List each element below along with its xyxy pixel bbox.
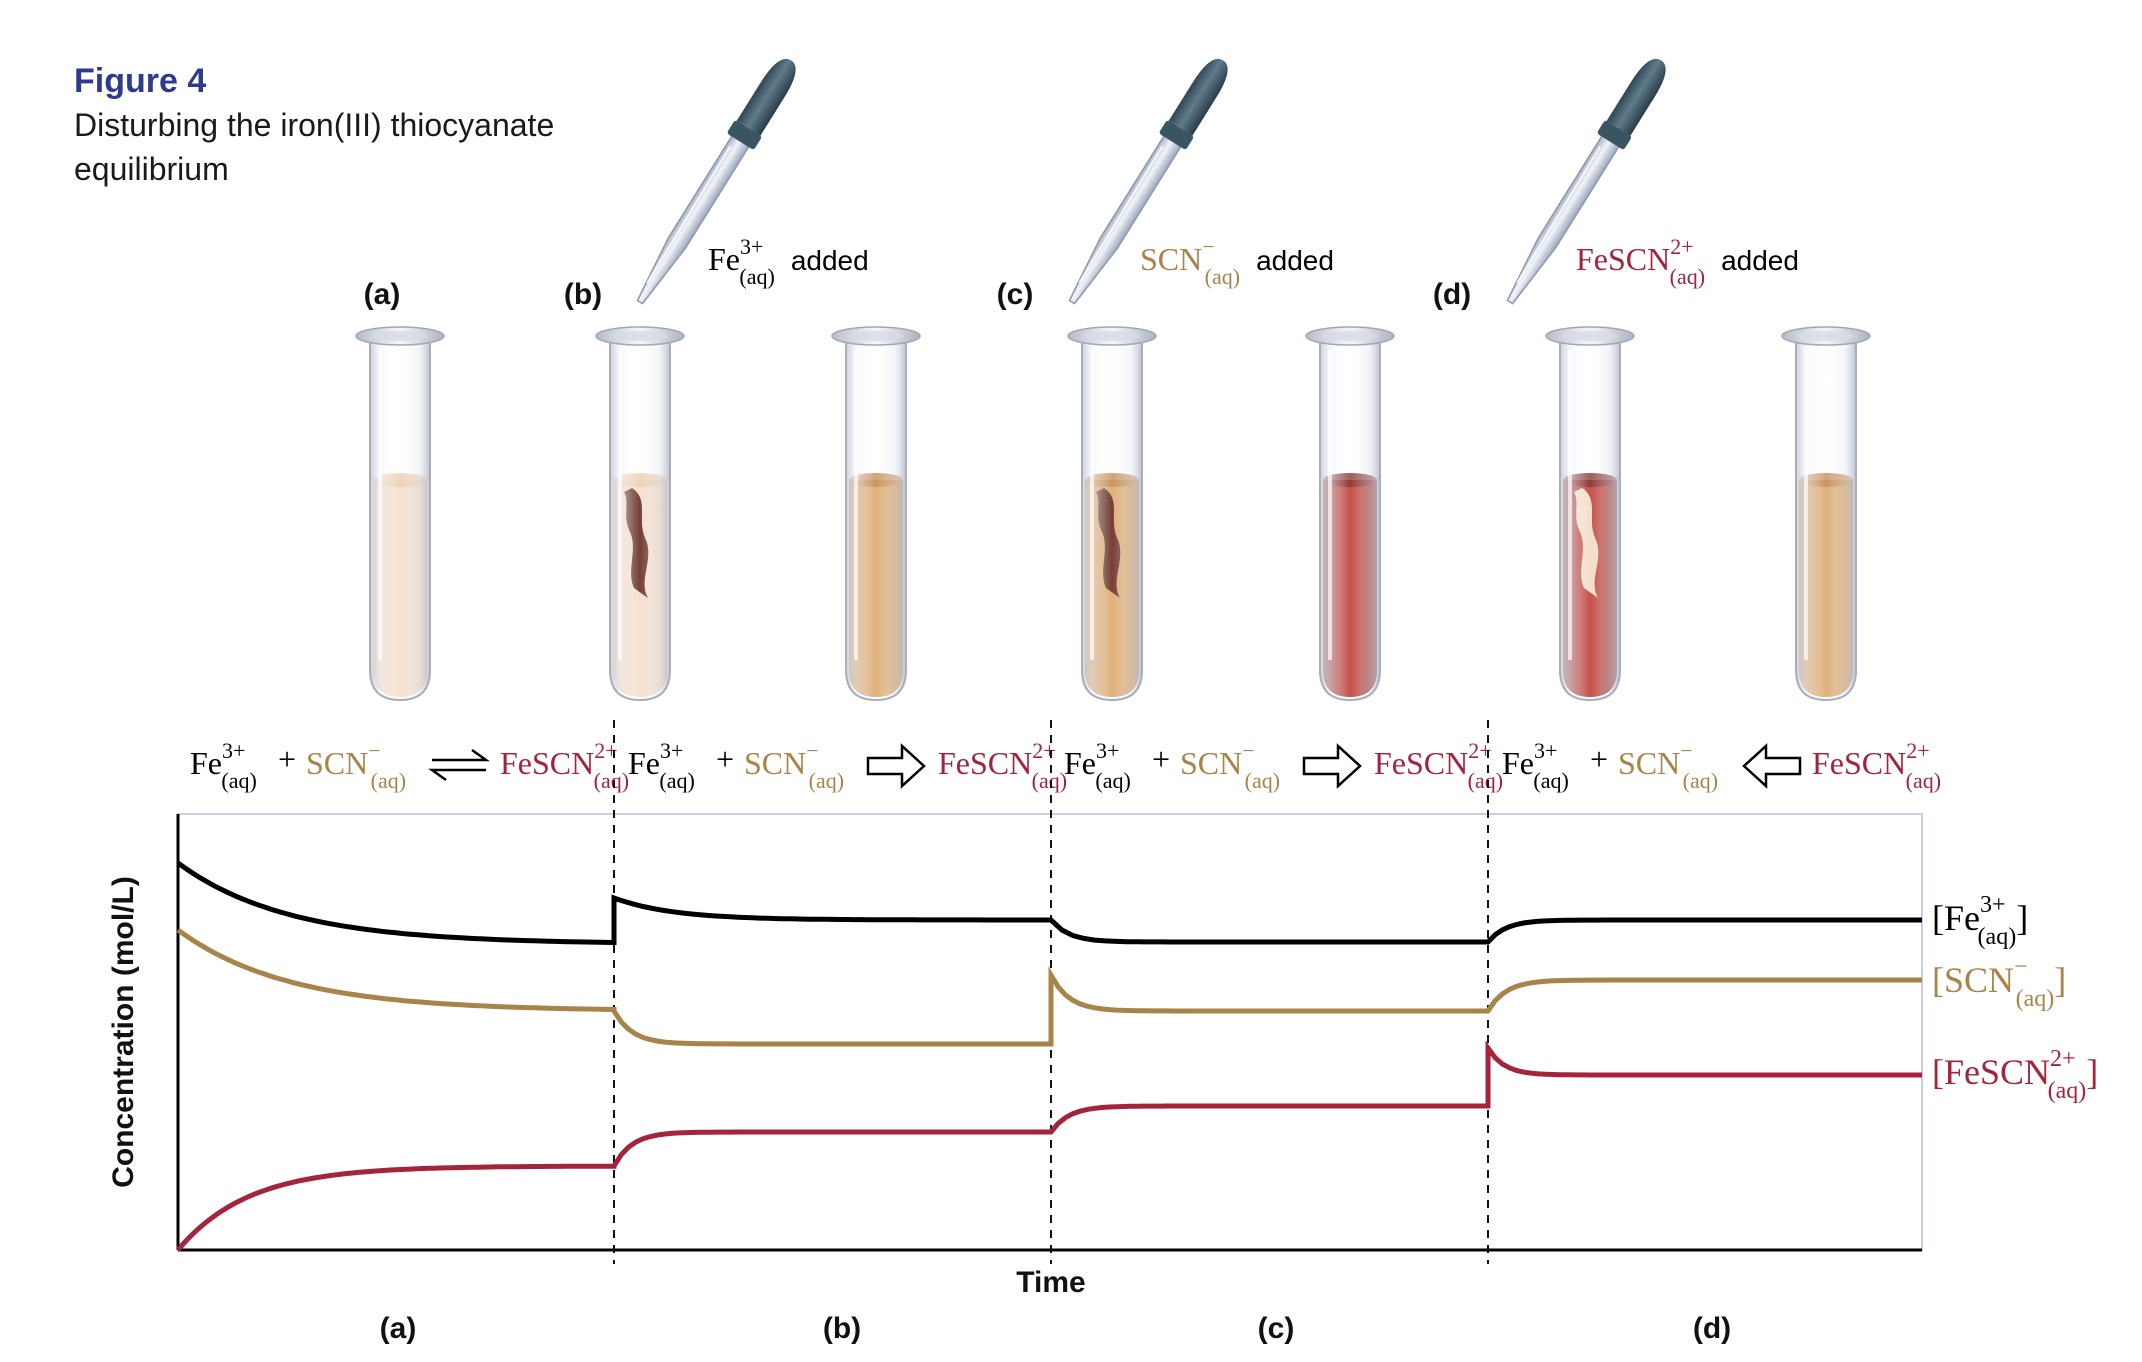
x-axis-label: Time bbox=[1016, 1266, 1085, 1299]
y-axis-label: Concentration (mol/L) bbox=[107, 876, 140, 1188]
test-tube bbox=[1781, 326, 1871, 702]
panel-label-d: (d) bbox=[1433, 278, 1471, 311]
forward-shift-arrow-icon bbox=[866, 743, 926, 789]
tube-glass bbox=[1320, 338, 1380, 700]
equation-reactant-fe: Fe3+ (aq) bbox=[190, 738, 257, 793]
equation: Fe3+ (aq) + SCN− (aq) FeSCN2+ (aq) bbox=[1064, 738, 1503, 793]
tube-glass bbox=[1796, 338, 1856, 700]
tube-glass bbox=[610, 338, 670, 700]
dropper-icon bbox=[1506, 58, 1666, 305]
forward-shift-arrow-icon bbox=[1302, 743, 1362, 789]
dropper-collar bbox=[727, 120, 762, 150]
test-tube bbox=[1545, 326, 1635, 702]
equation-product-fescn: FeSCN2+ (aq) bbox=[500, 738, 629, 793]
figure-label: Figure 4 bbox=[74, 62, 206, 100]
test-tube bbox=[1305, 326, 1395, 702]
tube-glass bbox=[1082, 338, 1142, 700]
equation-product-fescn: FeSCN2+ (aq) bbox=[938, 738, 1067, 793]
panel-label-b: (b) bbox=[564, 278, 602, 311]
equation-plus: + bbox=[278, 741, 296, 777]
test-tube bbox=[1067, 326, 1157, 702]
series-label-fescn: [FeSCN2+ (aq)] bbox=[1932, 1046, 2098, 1104]
figure-caption-line2: equilibrium bbox=[74, 151, 229, 187]
equation-reactant-scn: SCN− (aq) bbox=[1618, 738, 1718, 793]
segment-label-b: (b) bbox=[823, 1312, 861, 1345]
scn-concentration-line bbox=[176, 927, 1922, 1047]
test-tube bbox=[831, 326, 921, 702]
equilibrium-arrows-icon bbox=[428, 748, 490, 782]
fe-concentration-line bbox=[176, 860, 1922, 946]
segment-label-c: (c) bbox=[1258, 1312, 1295, 1345]
equation-reactant-scn: SCN− (aq) bbox=[744, 738, 844, 793]
equation-product-fescn: FeSCN2+ (aq) bbox=[1812, 738, 1941, 793]
series-label-scn: [SCN− (aq)] bbox=[1932, 954, 2066, 1012]
equation-plus: + bbox=[1152, 741, 1170, 777]
equation-reactant-fe: Fe3+ (aq) bbox=[1064, 738, 1131, 793]
test-tube bbox=[595, 326, 685, 702]
equation-reactant-scn: SCN− (aq) bbox=[1180, 738, 1280, 793]
concentration-graph: Concentration (mol/L) Time (a) (b) (c) (… bbox=[107, 720, 2098, 1345]
dropper-bulb bbox=[736, 58, 796, 136]
series-label-fe: [Fe3+ (aq)] bbox=[1932, 892, 2028, 950]
panel-label-c: (c) bbox=[997, 278, 1034, 311]
dropper-captions: Fe3+ (aq)added SCN− (aq)added FeSCN2+ (aq)a… bbox=[708, 234, 1799, 289]
dropper-collar bbox=[1597, 120, 1632, 150]
equations: Fe3+ (aq)+ SCN− (aq) FeSCN2+ (aq)Fe3+ (aq)+ SCN… bbox=[190, 738, 1941, 793]
equation-reactant-scn: SCN− (aq) bbox=[306, 738, 406, 793]
equation-product-fescn: FeSCN2+ (aq) bbox=[1374, 738, 1503, 793]
dropper-collar bbox=[1159, 120, 1194, 150]
panel-labels: (a) (b) (c) (d) bbox=[364, 278, 1471, 311]
reverse-shift-arrow-icon bbox=[1742, 743, 1802, 789]
droppers bbox=[636, 58, 1666, 305]
equation-plus: + bbox=[716, 741, 734, 777]
dropper-caption-fescn: FeSCN2+ (aq)added bbox=[1576, 234, 1799, 289]
tube-glass bbox=[846, 338, 906, 700]
dropper-bulb bbox=[1168, 58, 1228, 136]
tube-glass bbox=[370, 338, 430, 700]
figure-caption-line1: Disturbing the iron(III) thiocyanate bbox=[74, 107, 554, 143]
equation: Fe3+ (aq) + SCN− (aq) FeSCN2+ (aq) bbox=[190, 738, 629, 793]
equation: Fe3+ (aq) + SCN− (aq) FeSCN2+ (aq) bbox=[628, 738, 1067, 793]
equation-reactant-fe: Fe3+ (aq) bbox=[1502, 738, 1569, 793]
dropper-caption-scn: SCN− (aq)added bbox=[1140, 234, 1334, 289]
test-tubes bbox=[355, 326, 1871, 702]
segment-label-d: (d) bbox=[1693, 1312, 1731, 1345]
tube-glass bbox=[1560, 338, 1620, 700]
equation-plus: + bbox=[1590, 741, 1608, 777]
fescn-concentration-line bbox=[176, 1040, 1922, 1252]
dropper-bulb bbox=[1606, 58, 1666, 136]
equation-reactant-fe: Fe3+ (aq) bbox=[628, 738, 695, 793]
test-tube bbox=[355, 326, 445, 702]
figure-header: Figure 4 Disturbing the iron(III) thiocy… bbox=[74, 62, 554, 187]
equation: Fe3+ (aq) + SCN− (aq) FeSCN2+ (aq) bbox=[1502, 738, 1941, 793]
segment-label-a: (a) bbox=[380, 1312, 417, 1345]
dropper-icon bbox=[1068, 58, 1228, 305]
dropper-caption-fe: Fe3+ (aq)added bbox=[708, 234, 869, 289]
panel-label-a: (a) bbox=[364, 278, 401, 311]
dropper-icon bbox=[636, 58, 796, 305]
